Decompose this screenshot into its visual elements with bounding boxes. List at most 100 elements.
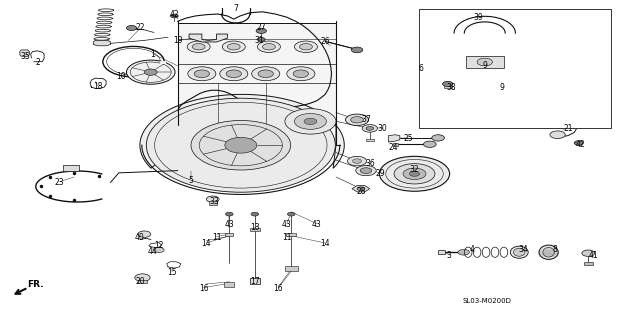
Circle shape	[362, 124, 378, 132]
Text: 8: 8	[552, 245, 557, 254]
Text: 36: 36	[365, 159, 374, 168]
Text: 4: 4	[470, 245, 474, 254]
Text: 42: 42	[170, 11, 179, 19]
Text: 29: 29	[376, 169, 385, 178]
Text: 34: 34	[518, 245, 528, 254]
Text: 44: 44	[148, 247, 157, 256]
Text: SL03-M0200D: SL03-M0200D	[463, 298, 512, 304]
Circle shape	[225, 137, 257, 153]
Text: 42: 42	[576, 140, 586, 149]
Polygon shape	[93, 41, 111, 46]
Circle shape	[127, 60, 175, 84]
Circle shape	[394, 164, 435, 184]
Circle shape	[477, 58, 492, 66]
Circle shape	[346, 114, 369, 125]
Text: 9: 9	[483, 61, 487, 70]
Text: 39: 39	[474, 13, 483, 22]
Ellipse shape	[543, 248, 554, 257]
Text: 35: 35	[20, 52, 30, 61]
Circle shape	[574, 141, 583, 145]
Text: 13: 13	[250, 223, 260, 232]
Text: 32: 32	[410, 165, 419, 174]
Text: 15: 15	[167, 268, 177, 277]
Circle shape	[192, 44, 205, 50]
Text: 43: 43	[312, 220, 322, 229]
Text: 17: 17	[250, 277, 260, 286]
Text: 6: 6	[419, 63, 423, 72]
Circle shape	[366, 126, 374, 130]
Text: 2: 2	[35, 58, 40, 67]
Text: 1: 1	[150, 50, 155, 59]
Text: 30: 30	[378, 124, 387, 133]
Circle shape	[351, 117, 364, 123]
Text: 22: 22	[135, 23, 145, 32]
Text: 18: 18	[93, 82, 102, 91]
Text: 43: 43	[225, 220, 234, 229]
Circle shape	[138, 231, 151, 237]
Circle shape	[304, 118, 317, 124]
Text: 25: 25	[403, 134, 413, 143]
Circle shape	[225, 212, 233, 216]
FancyBboxPatch shape	[177, 23, 336, 124]
Bar	[466, 56, 504, 68]
Polygon shape	[584, 262, 593, 265]
Text: 10: 10	[116, 72, 125, 81]
Circle shape	[351, 47, 363, 53]
Circle shape	[145, 69, 157, 75]
Circle shape	[424, 141, 436, 147]
Circle shape	[300, 44, 312, 50]
Polygon shape	[140, 94, 344, 168]
Text: 23: 23	[54, 178, 64, 187]
Text: 41: 41	[589, 251, 598, 260]
Text: 21: 21	[563, 124, 573, 133]
Circle shape	[194, 70, 209, 78]
Text: 16: 16	[199, 284, 209, 293]
Circle shape	[251, 212, 259, 216]
Text: 28: 28	[356, 187, 366, 196]
Circle shape	[135, 274, 150, 281]
Text: 40: 40	[135, 233, 145, 242]
Circle shape	[256, 28, 266, 33]
Text: 24: 24	[388, 143, 398, 152]
Text: 12: 12	[154, 241, 164, 250]
Polygon shape	[438, 250, 445, 254]
Circle shape	[443, 81, 453, 86]
Polygon shape	[20, 50, 29, 56]
Text: 14: 14	[320, 239, 330, 248]
Circle shape	[171, 14, 178, 18]
Circle shape	[187, 41, 210, 52]
Text: 38: 38	[446, 83, 456, 92]
Ellipse shape	[539, 245, 558, 259]
Polygon shape	[209, 201, 216, 204]
Bar	[419, 9, 611, 128]
Text: 11: 11	[212, 233, 221, 242]
Circle shape	[154, 248, 164, 253]
Circle shape	[191, 121, 291, 170]
Circle shape	[147, 98, 335, 192]
Circle shape	[582, 250, 595, 256]
Circle shape	[360, 168, 372, 174]
Polygon shape	[286, 233, 296, 236]
Circle shape	[206, 196, 219, 202]
Circle shape	[287, 67, 315, 81]
Polygon shape	[393, 143, 398, 145]
Circle shape	[222, 41, 245, 52]
Polygon shape	[352, 186, 370, 192]
Circle shape	[220, 67, 248, 81]
Circle shape	[285, 109, 336, 134]
Text: FR.: FR.	[28, 280, 44, 289]
Circle shape	[294, 114, 326, 129]
Text: 33: 33	[210, 197, 220, 206]
Circle shape	[403, 168, 426, 180]
Polygon shape	[138, 279, 147, 283]
Circle shape	[550, 131, 565, 138]
Circle shape	[357, 187, 365, 191]
Circle shape	[258, 70, 273, 78]
Text: 31: 31	[255, 36, 264, 45]
Text: 19: 19	[173, 36, 183, 45]
Text: 20: 20	[135, 277, 145, 286]
Polygon shape	[285, 266, 298, 271]
Text: 7: 7	[233, 4, 238, 13]
Polygon shape	[224, 282, 234, 287]
Circle shape	[257, 38, 265, 41]
